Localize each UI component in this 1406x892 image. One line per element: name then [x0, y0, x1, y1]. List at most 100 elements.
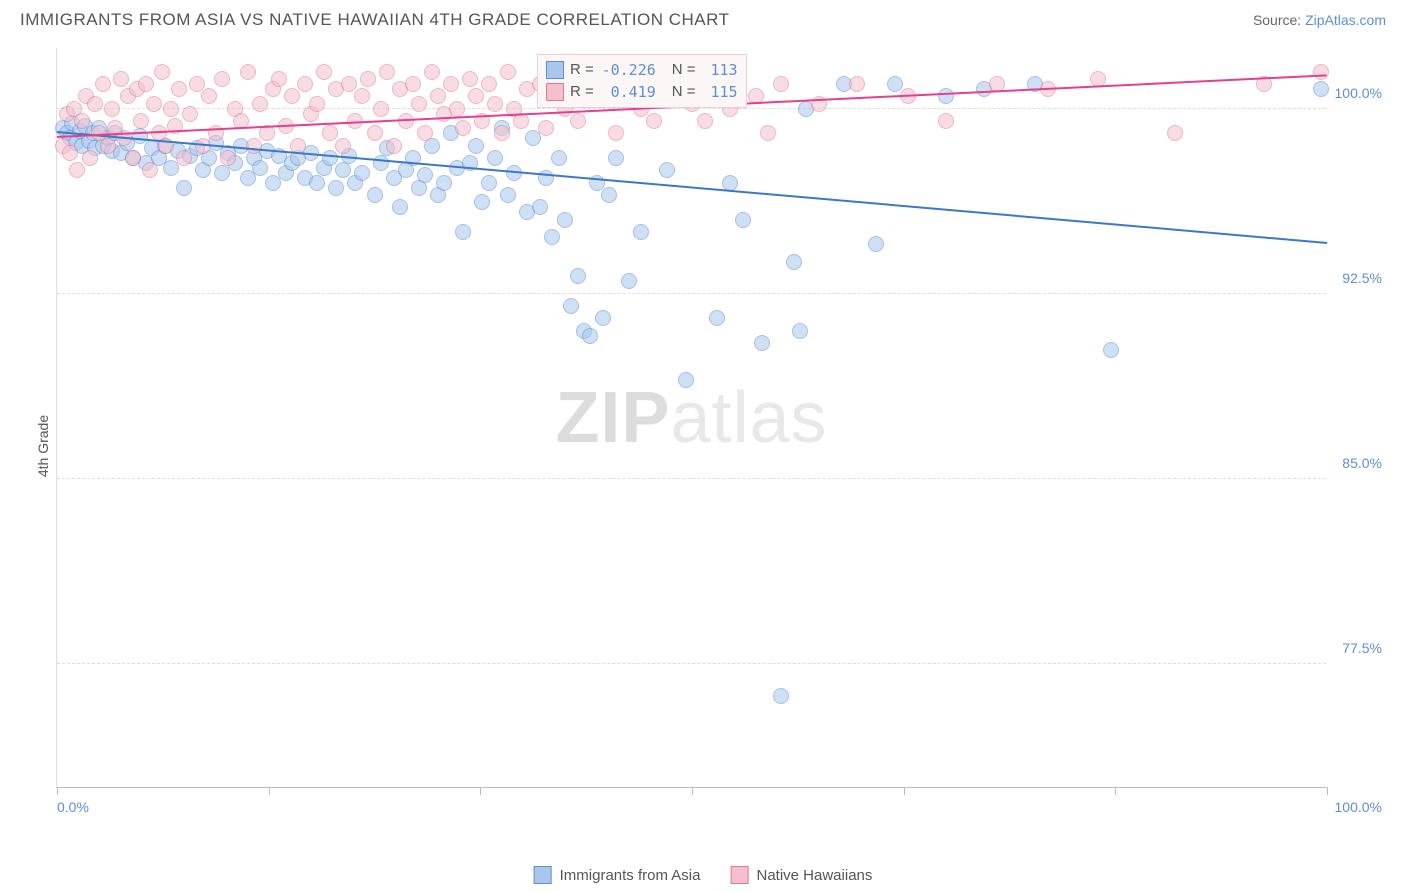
- scatter-point: [386, 138, 402, 154]
- scatter-point: [142, 162, 158, 178]
- scatter-point: [417, 167, 433, 183]
- scatter-point: [328, 180, 344, 196]
- scatter-point: [322, 150, 338, 166]
- r-value: -0.226: [600, 59, 656, 81]
- scatter-point: [424, 64, 440, 80]
- scatter-point: [133, 113, 149, 129]
- scatter-point: [1313, 64, 1329, 80]
- x-tick: [269, 787, 270, 795]
- y-axis-label: 4th Grade: [35, 415, 51, 477]
- n-label: N =: [672, 81, 696, 103]
- scatter-point: [171, 81, 187, 97]
- scatter-point: [201, 88, 217, 104]
- scatter-point: [335, 162, 351, 178]
- scatter-point: [938, 113, 954, 129]
- scatter-point: [487, 96, 503, 112]
- watermark: ZIPatlas: [555, 377, 827, 459]
- r-value: 0.419: [600, 81, 656, 103]
- scatter-point: [297, 76, 313, 92]
- scatter-point: [69, 162, 85, 178]
- scatter-point: [544, 229, 560, 245]
- x-label-min: 0.0%: [57, 799, 89, 815]
- scatter-point: [373, 155, 389, 171]
- scatter-point: [309, 175, 325, 191]
- scatter-point: [138, 76, 154, 92]
- scatter-point: [1167, 125, 1183, 141]
- x-tick: [692, 787, 693, 795]
- scatter-point: [538, 120, 554, 136]
- scatter-point: [754, 335, 770, 351]
- scatter-point: [373, 101, 389, 117]
- scatter-point: [646, 113, 662, 129]
- scatter-point: [163, 101, 179, 117]
- scatter-point: [411, 96, 427, 112]
- scatter-point: [633, 224, 649, 240]
- scatter-point: [405, 76, 421, 92]
- scatter-point: [443, 76, 459, 92]
- chart-area: ZIPatlas 77.5%85.0%92.5%100.0%0.0%100.0%…: [56, 48, 1386, 828]
- source-attribution: Source: ZipAtlas.com: [1253, 12, 1386, 28]
- scatter-point: [95, 76, 111, 92]
- y-tick-label: 85.0%: [1342, 455, 1382, 471]
- stat-swatch: [546, 61, 564, 79]
- scatter-point: [487, 150, 503, 166]
- scatter-point: [500, 64, 516, 80]
- scatter-point: [481, 76, 497, 92]
- scatter-point: [849, 76, 865, 92]
- y-tick-label: 92.5%: [1342, 270, 1382, 286]
- scatter-point: [1103, 342, 1119, 358]
- scatter-point: [220, 150, 236, 166]
- r-label: R =: [570, 59, 594, 81]
- stat-swatch: [546, 83, 564, 101]
- scatter-point: [500, 187, 516, 203]
- scatter-point: [436, 175, 452, 191]
- scatter-point: [709, 310, 725, 326]
- scatter-point: [182, 106, 198, 122]
- scatter-point: [735, 212, 751, 228]
- scatter-point: [595, 310, 611, 326]
- stat-legend-row: R =-0.226N =113: [546, 59, 738, 81]
- scatter-point: [760, 125, 776, 141]
- scatter-point: [887, 76, 903, 92]
- scatter-point: [786, 254, 802, 270]
- scatter-point: [176, 180, 192, 196]
- legend-swatch-2: [730, 866, 748, 884]
- source-label: Source:: [1253, 12, 1301, 28]
- scatter-point: [468, 88, 484, 104]
- x-tick: [57, 787, 58, 795]
- x-tick: [904, 787, 905, 795]
- scatter-point: [354, 165, 370, 181]
- scatter-point: [154, 64, 170, 80]
- scatter-point: [252, 160, 268, 176]
- x-tick: [480, 787, 481, 795]
- scatter-point: [678, 372, 694, 388]
- legend-item-2: Native Hawaiians: [730, 866, 872, 884]
- watermark-b: atlas: [670, 378, 827, 458]
- bottom-legend: Immigrants from Asia Native Hawaiians: [534, 866, 873, 884]
- regression-line: [57, 131, 1327, 244]
- plot-area: ZIPatlas 77.5%85.0%92.5%100.0%0.0%100.0%…: [56, 48, 1326, 788]
- scatter-point: [538, 170, 554, 186]
- scatter-point: [87, 96, 103, 112]
- scatter-point: [284, 88, 300, 104]
- source-link[interactable]: ZipAtlas.com: [1305, 12, 1386, 28]
- scatter-point: [608, 125, 624, 141]
- legend-label-2: Native Hawaiians: [756, 867, 872, 884]
- scatter-point: [938, 88, 954, 104]
- r-label: R =: [570, 81, 594, 103]
- scatter-point: [417, 125, 433, 141]
- watermark-a: ZIP: [555, 378, 670, 458]
- scatter-point: [557, 212, 573, 228]
- scatter-point: [621, 273, 637, 289]
- scatter-point: [722, 175, 738, 191]
- scatter-point: [773, 688, 789, 704]
- scatter-point: [601, 187, 617, 203]
- scatter-point: [316, 64, 332, 80]
- scatter-point: [462, 71, 478, 87]
- scatter-point: [570, 113, 586, 129]
- y-tick-label: 100.0%: [1335, 85, 1382, 101]
- scatter-point: [100, 138, 116, 154]
- gridline: [57, 478, 1326, 479]
- scatter-point: [697, 113, 713, 129]
- scatter-point: [309, 96, 325, 112]
